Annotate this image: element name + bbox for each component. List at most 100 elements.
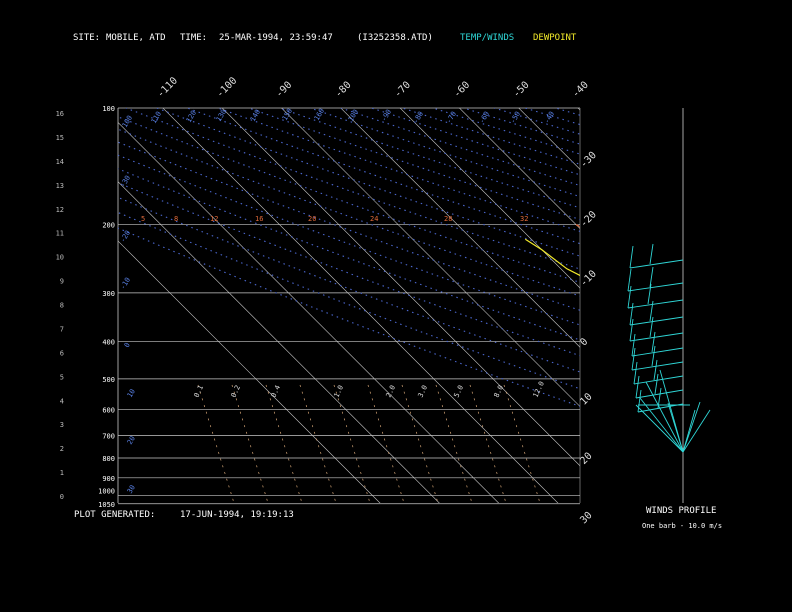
time-label: TIME: [180, 33, 208, 43]
height-tick-label: 1 [60, 469, 64, 477]
site-value: MOBILE, ATD [106, 33, 166, 43]
isotherm-line [458, 108, 580, 230]
isotherm-right-label: 20 [578, 451, 594, 467]
dry-adiabat-line [463, 108, 580, 145]
height-tick-label: 8 [60, 302, 64, 310]
dry-adiabat-line [586, 108, 792, 504]
wind-barb-flag [627, 285, 632, 309]
moist-adiabat-label: 8 [174, 215, 178, 223]
wind-barb-flag [631, 333, 636, 357]
mixing-ratio-line [299, 384, 337, 503]
dry-adiabat-line [217, 108, 580, 232]
moist-adiabat-label: 20 [308, 215, 316, 223]
height-tick-label: 6 [60, 349, 64, 357]
dry-adiabat-line [118, 141, 580, 311]
winds-profile-title: WINDS PROFILE [646, 506, 717, 516]
legend-dewpoint: DEWPOINT [533, 33, 577, 43]
plot-generated-label: PLOT GENERATED: [74, 510, 156, 520]
isotherm-top-label: -50 [511, 80, 532, 101]
background-grid [117, 107, 581, 505]
mixing-ratio-label: 0.4 [270, 384, 283, 399]
mixing-ratio-label: 12.0 [532, 380, 546, 399]
barb-note: One barb - 10.0 m/s [642, 522, 723, 530]
pressure-tick-label: 1000 [98, 488, 115, 496]
dry-adiabat-line [118, 154, 580, 326]
height-tick-label: 5 [60, 373, 64, 381]
time-value: 25-MAR-1994, 23:59:47 [219, 33, 333, 43]
plot-generated-value: 17-JUN-1994, 19:19:13 [180, 510, 294, 520]
height-tick-label: 15 [56, 134, 64, 142]
dry-adiabat-label: 130 [215, 108, 228, 123]
site-label: SITE: [73, 33, 101, 43]
height-tick-label: 0 [60, 493, 64, 501]
wind-barb-flag [629, 302, 634, 326]
dry-adiabat-label: -10 [119, 276, 132, 291]
moist-adiabat-label: 24 [370, 215, 378, 223]
dry-adiabat-label: 140 [249, 108, 262, 123]
isotherm-right-label: -30 [578, 150, 599, 171]
moist-adiabat-line [575, 224, 580, 228]
pressure-tick-label: 200 [102, 222, 115, 230]
isotherm-top-label: -40 [570, 80, 591, 101]
height-tick-label: 11 [56, 230, 64, 238]
dry-adiabat-line [248, 108, 580, 221]
isotherm-line [518, 108, 580, 170]
plot-area-lines [118, 0, 792, 504]
dry-adiabat-line [118, 168, 580, 341]
height-tick-label: 4 [60, 397, 64, 405]
legend-temp: TEMP/WINDS [460, 33, 515, 43]
file-name: (I3252358.ATD) [357, 33, 433, 43]
mixing-ratio-line [197, 384, 235, 503]
wind-barb-shaft [633, 375, 684, 385]
isotherm-line [399, 108, 580, 289]
height-tick-label: 9 [60, 278, 64, 286]
dry-adiabat-label: 120 [185, 109, 198, 124]
isotherm-line [118, 121, 500, 503]
moist-adiabat-label: 16 [255, 215, 263, 223]
dry-adiabat-label: 20 [126, 435, 137, 446]
isotherm-line [118, 181, 440, 503]
dry-adiabat-label: -20 [119, 229, 132, 244]
dry-adiabat-line [118, 227, 580, 407]
wind-barb-shaft [629, 316, 684, 326]
pressure-tick-label: 100 [102, 105, 115, 113]
isotherm-top-label: -100 [215, 75, 240, 100]
mixing-ratio-line [231, 384, 269, 503]
pressure-tick-label: 900 [102, 475, 115, 483]
dry-adiabat-line [279, 108, 580, 209]
height-tick-label: 16 [56, 110, 64, 118]
dry-adiabat-line [156, 108, 580, 257]
wind-barb-flag [651, 345, 656, 367]
isotherm-right-label: -20 [578, 209, 599, 230]
dry-adiabat-line [309, 108, 580, 198]
isotherm-right-label: 30 [578, 510, 594, 526]
dry-adiabat-line [555, 108, 580, 116]
isotherm-line [281, 108, 580, 407]
mixing-ratio-label: 8.0 [493, 384, 506, 399]
isotherm-line [577, 108, 580, 111]
wind-barb-flag [647, 283, 652, 305]
height-tick-label: 13 [56, 182, 64, 190]
pressure-tick-label: 500 [102, 376, 115, 384]
dry-adiabat-label: -30 [119, 174, 132, 189]
wind-barb-flag [635, 375, 640, 399]
isotherm-line [750, 0, 792, 504]
isotherm-line [572, 0, 792, 504]
mixing-ratio-label: 0.2 [230, 384, 243, 399]
moist-adiabat-line [575, 224, 580, 228]
wind-barb-flag [654, 373, 659, 395]
dry-adiabat-label: -60 [478, 110, 491, 125]
mixing-ratio-label: 2.0 [385, 384, 398, 399]
dry-adiabat-line [187, 108, 580, 245]
wind-barb-shaft [639, 397, 684, 453]
height-tick-label: 3 [60, 421, 64, 429]
wind-barb-shaft [629, 332, 684, 342]
isotherm-right-label: -10 [578, 268, 599, 289]
wind-barb-flag [629, 245, 634, 269]
moist-adiabat-line [575, 224, 580, 228]
mixing-ratio-label: 5.0 [453, 384, 466, 399]
dry-adiabat-label: 110 [150, 110, 163, 125]
isotherm-line [162, 108, 559, 503]
winds-profile [627, 108, 711, 503]
isotherm-line [632, 0, 792, 504]
